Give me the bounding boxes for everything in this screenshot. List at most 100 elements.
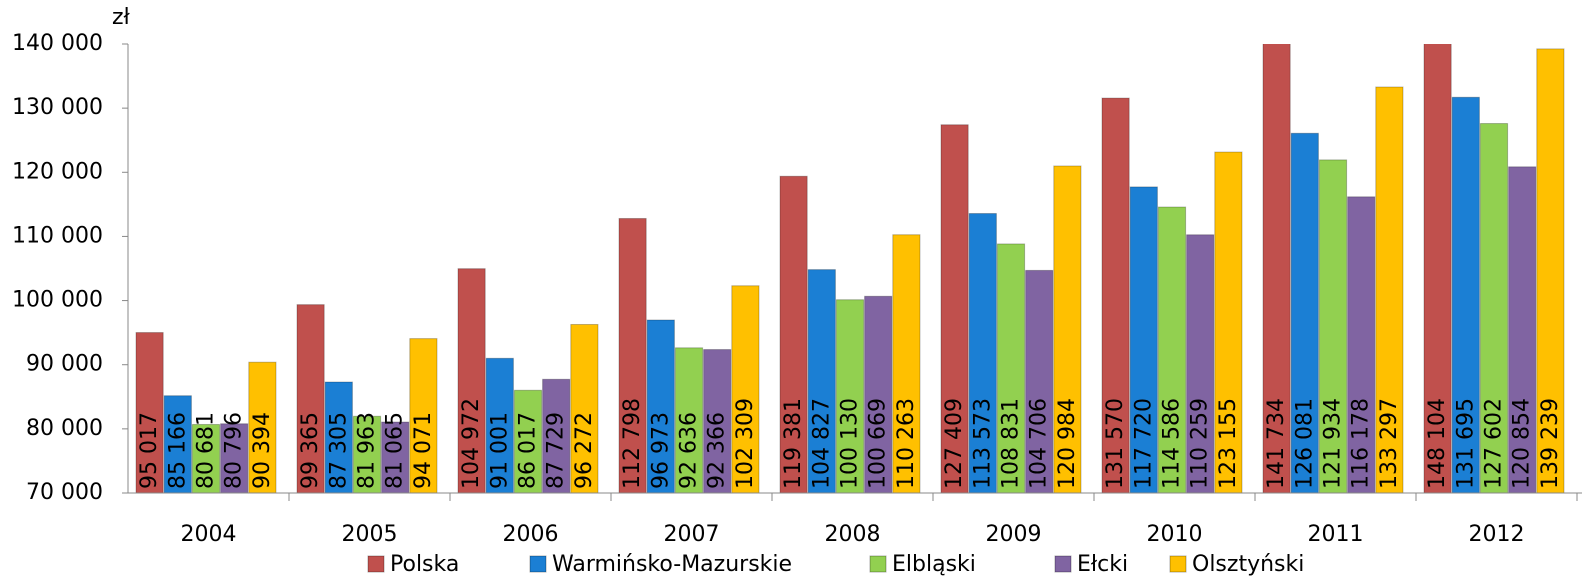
bar (381, 421, 410, 493)
legend-label: Polska (390, 552, 459, 577)
value-label: 127 409 (942, 398, 967, 489)
value-label: 91 001 (487, 412, 512, 489)
bar (1347, 196, 1376, 493)
x-tick-label: 2010 (1147, 522, 1203, 547)
value-label: 100 130 (838, 398, 863, 489)
x-tick-label: 2004 (181, 522, 237, 547)
y-tick-label: 120 000 (12, 159, 103, 184)
bar (864, 295, 893, 493)
bar (731, 285, 760, 493)
value-label: 87 729 (544, 412, 569, 489)
bar (135, 332, 164, 493)
value-label: 110 259 (1188, 398, 1213, 489)
value-label: 119 381 (781, 398, 806, 489)
bar (779, 175, 808, 493)
legend-swatch (869, 555, 887, 573)
bar (352, 415, 382, 493)
bar (940, 124, 969, 493)
value-label: 81 963 (355, 412, 380, 489)
value-label: 131 695 (1453, 398, 1478, 489)
bar (1053, 165, 1082, 493)
x-tick-label: 2012 (1469, 522, 1525, 547)
value-label: 148 104 (1425, 398, 1450, 489)
bar (570, 323, 599, 493)
bar (1101, 97, 1130, 493)
x-tick-label: 2005 (342, 522, 398, 547)
bar (1451, 96, 1480, 493)
legend-label: Elbląski (892, 552, 976, 577)
value-label: 114 586 (1160, 398, 1185, 489)
bar (191, 423, 221, 493)
value-label: 94 071 (411, 412, 436, 489)
value-label: 120 854 (1510, 398, 1535, 489)
value-label: 95 017 (137, 412, 162, 489)
value-label: 81 065 (383, 412, 408, 489)
y-tick-label: 140 000 (12, 31, 103, 56)
value-label: 99 365 (298, 412, 323, 489)
value-label: 80 796 (222, 412, 247, 489)
value-label: 86 017 (516, 412, 541, 489)
value-label: 131 570 (1103, 398, 1128, 489)
bar (674, 347, 704, 493)
value-label: 121 934 (1321, 398, 1346, 489)
bar (1214, 151, 1243, 493)
value-label: 92 366 (705, 412, 730, 489)
value-label: 104 972 (459, 398, 484, 489)
legend-label: Ełcki (1077, 552, 1128, 577)
bar (1157, 206, 1187, 493)
bar (296, 304, 325, 493)
value-label: 133 297 (1377, 398, 1402, 489)
legend-swatch (529, 555, 547, 573)
bar (703, 349, 732, 493)
value-label: 126 081 (1292, 398, 1317, 489)
value-label: 117 720 (1131, 398, 1156, 489)
value-label: 123 155 (1216, 398, 1241, 489)
value-label: 113 573 (970, 398, 995, 489)
bar (1186, 234, 1215, 493)
value-label: 96 272 (572, 412, 597, 489)
bar (1375, 86, 1404, 493)
bar (1318, 159, 1348, 493)
y-tick-label: 110 000 (12, 223, 103, 248)
y-unit: zł (112, 5, 131, 30)
y-tick-label: 130 000 (12, 95, 103, 120)
legend-label: Olsztyński (1192, 552, 1304, 577)
bar (1262, 44, 1291, 493)
value-label: 87 305 (326, 412, 351, 489)
bar (1508, 166, 1537, 493)
bar (513, 389, 543, 493)
bar (1129, 186, 1158, 493)
bar (1479, 123, 1509, 493)
bar (542, 378, 571, 493)
x-tick-label: 2008 (825, 522, 881, 547)
bar (1290, 132, 1319, 493)
x-tick-label: 2006 (503, 522, 559, 547)
value-label: 85 166 (165, 412, 190, 489)
value-label: 116 178 (1349, 398, 1374, 489)
value-label: 90 394 (250, 412, 275, 489)
legend-label: Warmińsko-Mazurskie (552, 552, 792, 577)
legend-swatch (367, 555, 385, 573)
value-label: 104 706 (1027, 398, 1052, 489)
plot-area: 95 017 85 166 80 681 80 796 90 394 99 365 87 3… (135, 44, 1565, 493)
bar (807, 269, 836, 493)
bar (968, 213, 997, 493)
bar (220, 423, 249, 493)
legend-swatch (1169, 555, 1187, 573)
x-tick-label: 2011 (1308, 522, 1364, 547)
value-label: 100 669 (866, 398, 891, 489)
bar (1536, 48, 1565, 493)
x-tick-label: 2007 (664, 522, 720, 547)
value-label: 108 831 (999, 398, 1024, 489)
y-tick-label: 90 000 (26, 352, 103, 377)
bar (892, 234, 921, 493)
value-label: 112 798 (620, 398, 645, 489)
bar (409, 338, 438, 493)
bar (457, 268, 486, 493)
value-label: 102 309 (733, 398, 758, 489)
value-label: 104 827 (809, 398, 834, 489)
bar (1025, 269, 1054, 493)
y-tick-label: 70 000 (26, 480, 103, 505)
legend-swatch (1054, 555, 1072, 573)
